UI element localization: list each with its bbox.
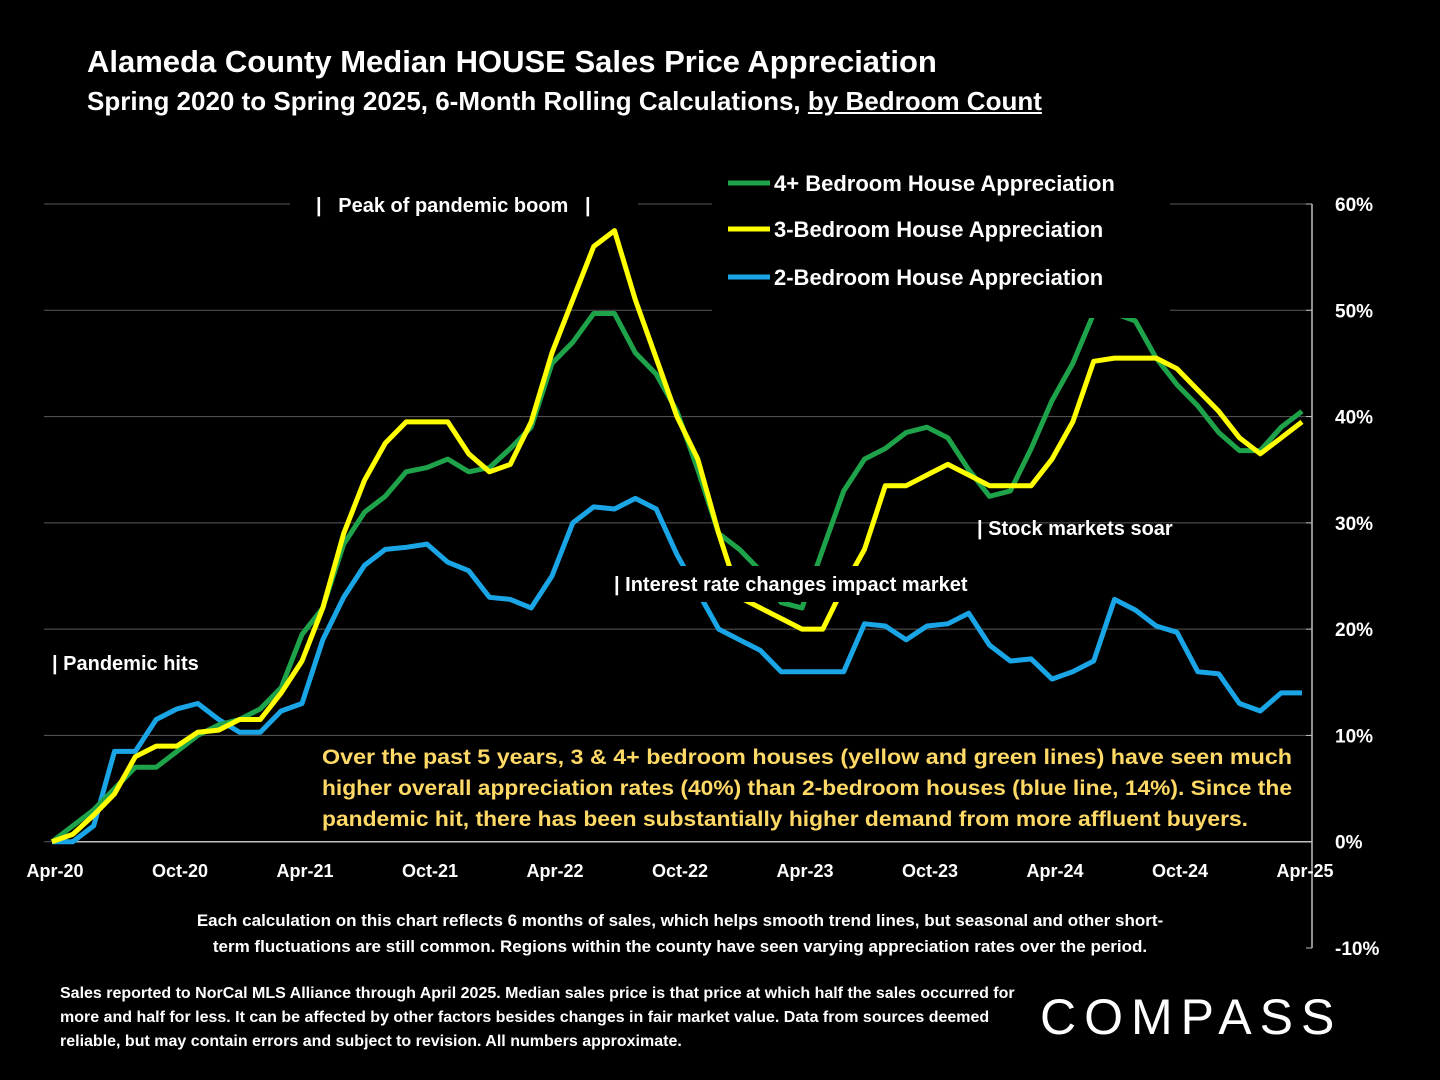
x-tick-label: Apr-24 [1026, 861, 1083, 881]
y-tick-label: 50% [1335, 301, 1373, 322]
pandemic-annotation: | Pandemic hits [52, 653, 199, 675]
chart-title: Alameda County Median HOUSE Sales Price … [87, 44, 937, 79]
series-line [52, 495, 1302, 845]
x-tick-label: Oct-24 [1152, 861, 1208, 881]
subtitle-underlined: by Bedroom Count [807, 86, 1042, 116]
y-tick-label: 20% [1335, 620, 1373, 641]
callout-line-1: Over the past 5 years, 3 & 4+ bedroom ho… [322, 746, 1292, 769]
legend: 4+ Bedroom House Appreciation 3-Bedroom H… [728, 171, 1115, 290]
x-tick-label: Apr-23 [776, 861, 833, 881]
chart-subtitle: Spring 2020 to Spring 2025, 6-Month Roll… [87, 86, 1042, 117]
legend-bg [712, 158, 1170, 318]
chart-footnote: Each calculation on this chart reflects … [120, 908, 1240, 960]
series-line [51, 228, 1304, 845]
callout-bg [314, 736, 1302, 836]
source-note: Sales reported to NorCal MLS Alliance th… [60, 985, 1015, 1050]
x-tick-label: Apr-25 [1276, 861, 1333, 881]
footnote-line-1: Each calculation on this chart reflects … [196, 911, 1164, 930]
y-axis-ticks: 60% 50% 40% 30% 20% 10% 0% -10% [1306, 195, 1379, 960]
legend-label: 4+ Bedroom House Appreciation [774, 171, 1115, 196]
x-tick-label: Apr-21 [276, 861, 333, 881]
callout-line-2: higher overall appreciation rates (40%) … [322, 777, 1292, 800]
peak-annotation: | Peak of pandemic boom | [316, 195, 591, 217]
y-tick-label: 0% [1335, 833, 1363, 854]
x-tick-label: Apr-22 [526, 861, 583, 881]
footnote-line-2: term fluctuations are still common. Regi… [212, 937, 1148, 956]
x-axis-ticks: Apr-20 Oct-20 Apr-21 Oct-21 Apr-22 Oct-22 Apr-… [26, 861, 1333, 881]
legend-label: 3-Bedroom House Appreciation [774, 217, 1103, 242]
x-tick-label: Oct-23 [902, 861, 958, 881]
peak-annotation-bg [290, 186, 638, 224]
stocks-annotation: | Stock markets soar [977, 518, 1173, 540]
y-tick-label: 60% [1335, 195, 1373, 216]
callout-line-3: pandemic hit, there has been substantial… [322, 808, 1248, 831]
x-tick-label: Oct-22 [652, 861, 708, 881]
y-tick-label: 10% [1335, 726, 1373, 747]
interest-annotation-bg [608, 566, 1000, 602]
x-tick-label: Apr-20 [26, 861, 83, 881]
interest-annotation: | Interest rate changes impact market [614, 574, 968, 596]
x-tick-label: Oct-21 [402, 861, 458, 881]
x-tick-label: Oct-20 [152, 861, 208, 881]
y-tick-label: 40% [1335, 408, 1373, 429]
legend-label: 2-Bedroom House Appreciation [774, 265, 1103, 290]
y-tick-label: -10% [1335, 939, 1379, 960]
subtitle-text: Spring 2020 to Spring 2025, 6-Month Roll… [87, 86, 808, 116]
compass-logo: COMPASS [1040, 989, 1343, 1045]
y-tick-label: 30% [1335, 514, 1373, 535]
